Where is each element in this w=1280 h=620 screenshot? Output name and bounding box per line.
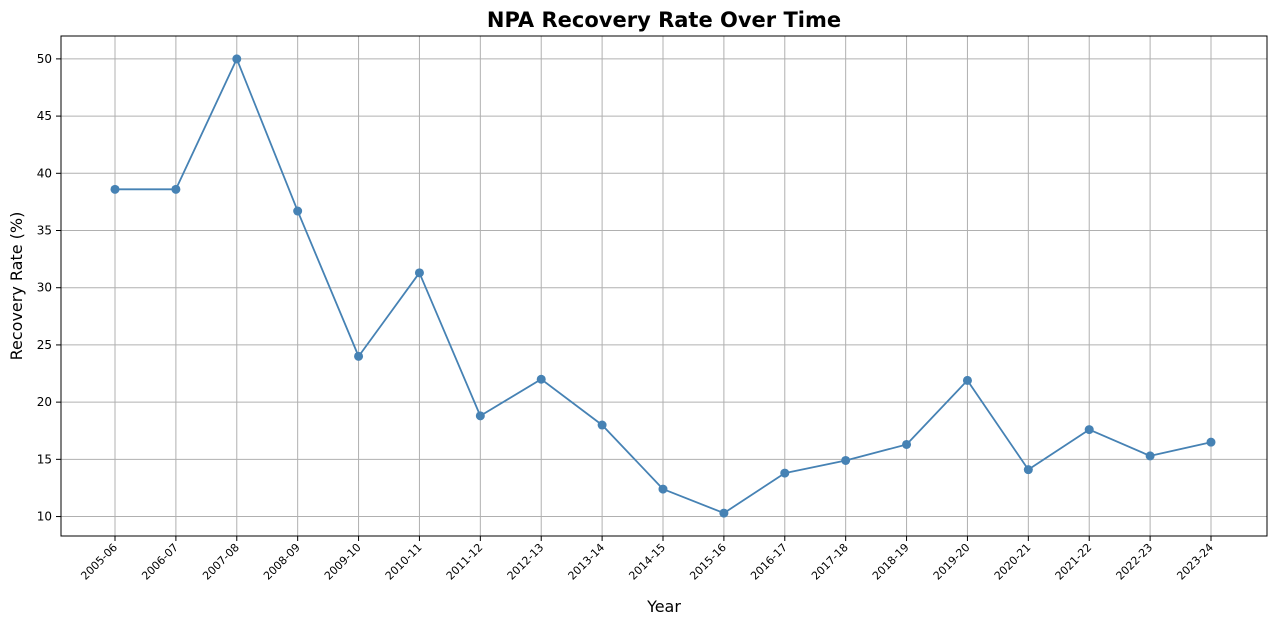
y-axis-label: Recovery Rate (%) (7, 212, 26, 361)
data-point (1084, 425, 1094, 435)
data-point (841, 455, 851, 465)
data-point (962, 375, 972, 385)
data-point (171, 184, 181, 194)
data-point (902, 439, 912, 449)
y-tick-label: 50 (37, 52, 52, 66)
data-point (1023, 465, 1033, 475)
x-tick-label: 2015-16 (687, 541, 729, 583)
x-tick-label: 2019-20 (931, 541, 973, 583)
y-tick-label: 25 (37, 338, 52, 352)
data-point (536, 374, 546, 384)
x-tick-label: 2023-24 (1174, 541, 1216, 583)
plot-frame (60, 35, 1268, 537)
x-tick-label: 2009-10 (322, 541, 364, 583)
x-tick-label: 2005-06 (78, 541, 120, 583)
data-point (1145, 451, 1155, 461)
x-tick-label: 2007-08 (200, 541, 242, 583)
data-point (597, 420, 607, 430)
chart-title: NPA Recovery Rate Over Time (487, 8, 841, 32)
y-axis: 10 15 20 25 30 35 40 45 50 (37, 52, 61, 524)
data-point (232, 54, 242, 64)
x-axis: 2005-06 2006-07 2007-08 2008-09 2009-10 2010-… (78, 536, 1216, 583)
y-tick-label: 30 (37, 281, 52, 295)
x-tick-label: 2011-12 (444, 541, 486, 583)
x-axis-label: Year (646, 597, 681, 616)
y-tick-label: 45 (37, 109, 52, 123)
x-tick-label: 2014-15 (626, 541, 668, 583)
data-point (293, 206, 303, 216)
data-point (475, 411, 485, 421)
data-point (658, 484, 668, 494)
x-tick-label: 2020-21 (992, 541, 1034, 583)
y-tick-label: 20 (37, 395, 52, 409)
x-tick-label: 2022-23 (1114, 541, 1156, 583)
x-tick-label: 2012-13 (505, 541, 547, 583)
x-tick-label: 2008-09 (261, 541, 303, 583)
x-tick-label: 2018-19 (870, 541, 912, 583)
data-point (110, 184, 120, 194)
data-point (414, 268, 424, 278)
y-tick-label: 35 (37, 224, 52, 238)
x-tick-label: 2017-18 (809, 541, 851, 583)
x-tick-label: 2013-14 (566, 541, 608, 583)
grid-lines (61, 36, 1267, 536)
data-point (780, 468, 790, 478)
x-tick-label: 2010-11 (383, 541, 425, 583)
data-points (110, 54, 1216, 518)
data-point (354, 351, 364, 361)
data-point (1206, 437, 1216, 447)
x-tick-label: 2021-22 (1053, 541, 1095, 583)
y-tick-label: 10 (37, 510, 52, 524)
x-tick-label: 2006-07 (139, 541, 181, 583)
data-point (719, 508, 729, 518)
x-tick-label: 2016-17 (748, 541, 790, 583)
y-tick-label: 40 (37, 166, 52, 180)
y-tick-label: 15 (37, 452, 52, 466)
